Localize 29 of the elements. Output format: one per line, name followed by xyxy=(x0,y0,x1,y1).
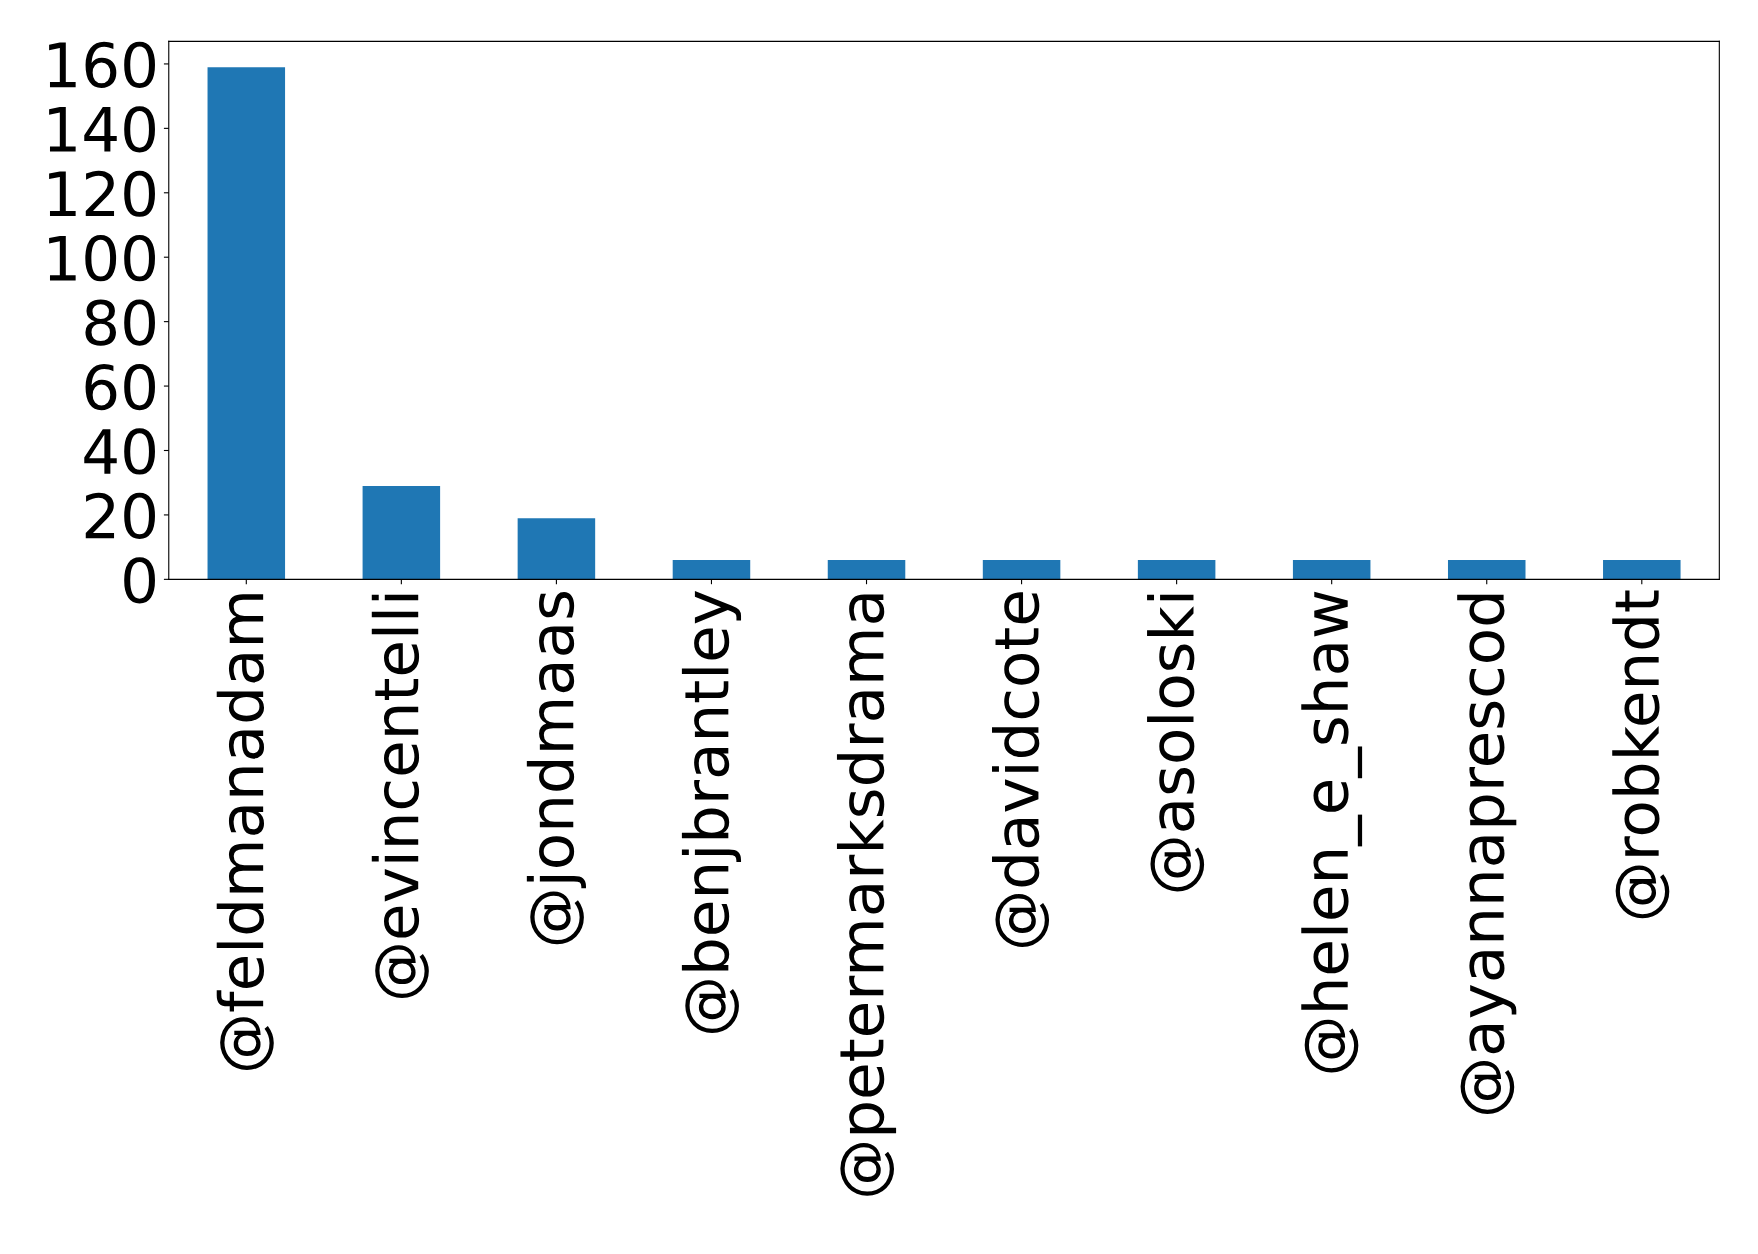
x-tick-label: @evincentelli xyxy=(371,594,429,999)
bar xyxy=(672,560,751,580)
x-tick-label: @helen_e_shaw xyxy=(1301,591,1363,1073)
y-tick-label: 140 xyxy=(49,106,155,153)
y-tick-label: 120 xyxy=(49,170,155,217)
y-tick-label: 0 xyxy=(124,557,155,604)
x-tick-label: @feldmanadam xyxy=(216,594,274,1070)
bar xyxy=(1137,560,1216,580)
y-tick-label: 160 xyxy=(49,41,155,89)
bar xyxy=(362,485,441,580)
y-tick-label: 20 xyxy=(85,492,155,540)
x-tick-label: @davidcote xyxy=(992,592,1050,947)
y-tick-label: 40 xyxy=(84,428,155,475)
x-tick-label: @jondmaas xyxy=(526,592,586,945)
bar xyxy=(982,560,1061,580)
bar xyxy=(1292,560,1371,580)
bar xyxy=(1603,560,1681,580)
bar xyxy=(517,518,596,580)
y-tick-label: 80 xyxy=(85,299,155,346)
x-tick-label: @benjbrantley xyxy=(681,590,742,1034)
y-tick-label: 60 xyxy=(85,363,155,411)
y-tick-label: 100 xyxy=(49,235,155,282)
x-tick-label: @asoloski xyxy=(1147,594,1205,892)
bar xyxy=(1447,560,1526,580)
bar xyxy=(827,560,906,580)
x-tick-label: @robkendt xyxy=(1612,590,1670,919)
x-tick-label: @ayannaprescod xyxy=(1457,594,1517,1114)
x-tick-label: @petermarksdrama xyxy=(836,594,897,1196)
bar xyxy=(207,67,286,580)
